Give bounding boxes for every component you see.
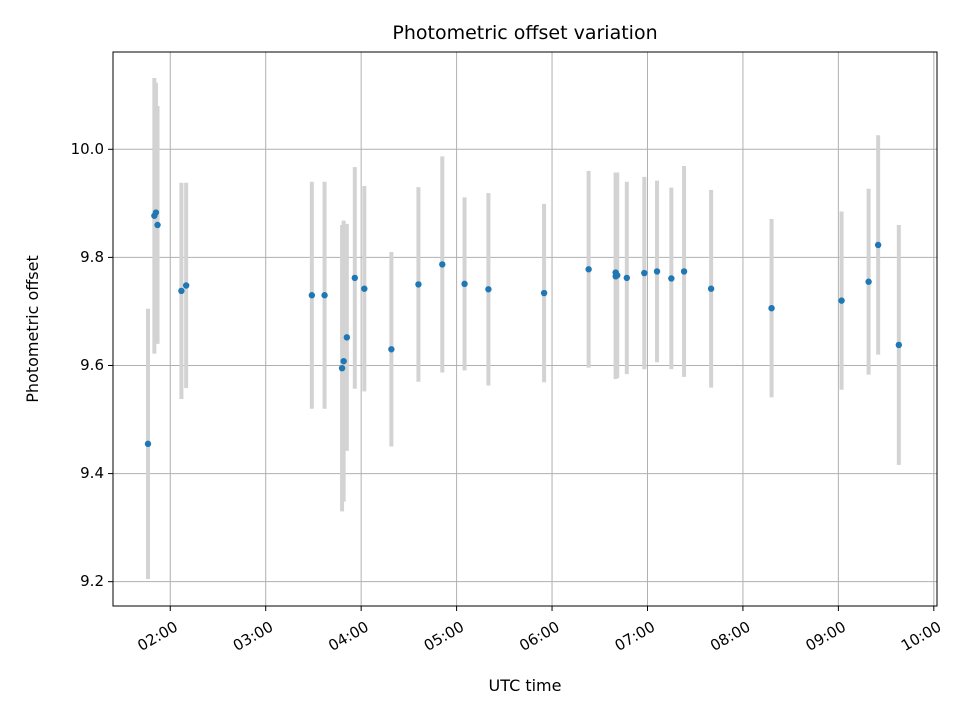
data-point: [485, 286, 492, 293]
data-point: [614, 272, 621, 279]
y-tick-label: 9.2: [80, 572, 104, 590]
data-point: [668, 275, 675, 282]
plot-frame: [112, 51, 938, 607]
data-points: [144, 209, 903, 448]
data-point: [178, 287, 185, 295]
data-point: [415, 281, 422, 288]
y-axis-title: Photometric offset: [23, 255, 42, 403]
data-point: [361, 285, 368, 292]
data-point: [874, 241, 882, 249]
data-point: [838, 297, 845, 304]
data-point: [144, 440, 152, 448]
data-point: [707, 285, 715, 292]
x-axis-title: UTC time: [489, 676, 562, 695]
grid-lines: [113, 52, 937, 606]
data-point: [439, 261, 446, 268]
y-tick-label: 9.4: [80, 464, 104, 482]
data-point: [308, 292, 316, 299]
data-point: [338, 364, 346, 372]
data-point: [768, 304, 775, 312]
data-point: [340, 357, 347, 365]
y-axis-ticks: 9.2 9.4 9.6 9.8 10.0: [71, 140, 113, 590]
data-point: [152, 209, 160, 216]
data-point: [540, 289, 548, 297]
data-point: [351, 274, 358, 282]
data-point: [865, 278, 872, 285]
data-point: [321, 292, 328, 299]
data-point: [182, 282, 190, 289]
chart-title: Photometric offset variation: [392, 22, 657, 44]
y-tick-label: 9.8: [80, 248, 104, 266]
data-point: [641, 269, 648, 277]
data-point: [154, 221, 161, 229]
data-point: [585, 266, 592, 273]
data-point: [343, 334, 351, 341]
data-point: [680, 268, 688, 275]
y-tick-label: 10.0: [71, 140, 104, 158]
data-point: [653, 268, 661, 275]
data-point: [461, 280, 468, 288]
data-point: [388, 346, 395, 353]
y-tick-label: 9.6: [80, 356, 104, 374]
data-point: [623, 274, 631, 282]
data-point: [895, 341, 903, 349]
